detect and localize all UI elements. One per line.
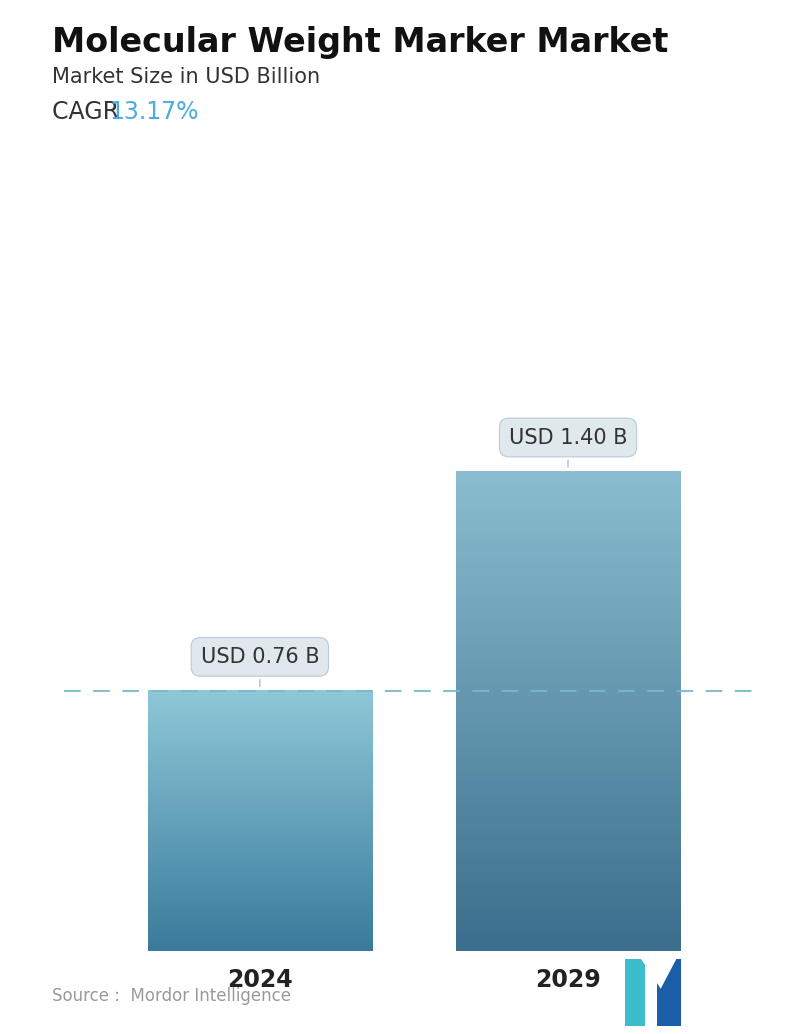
Text: Molecular Weight Marker Market: Molecular Weight Marker Market	[52, 26, 668, 59]
Text: Market Size in USD Billion: Market Size in USD Billion	[52, 67, 320, 87]
Text: USD 1.40 B: USD 1.40 B	[509, 427, 627, 467]
Text: USD 0.76 B: USD 0.76 B	[201, 647, 319, 687]
Polygon shape	[641, 959, 677, 989]
Text: 13.17%: 13.17%	[109, 100, 198, 124]
Polygon shape	[657, 959, 681, 1026]
Text: Source :  Mordor Intelligence: Source : Mordor Intelligence	[52, 987, 291, 1005]
Polygon shape	[625, 959, 645, 1026]
Text: CAGR: CAGR	[52, 100, 127, 124]
